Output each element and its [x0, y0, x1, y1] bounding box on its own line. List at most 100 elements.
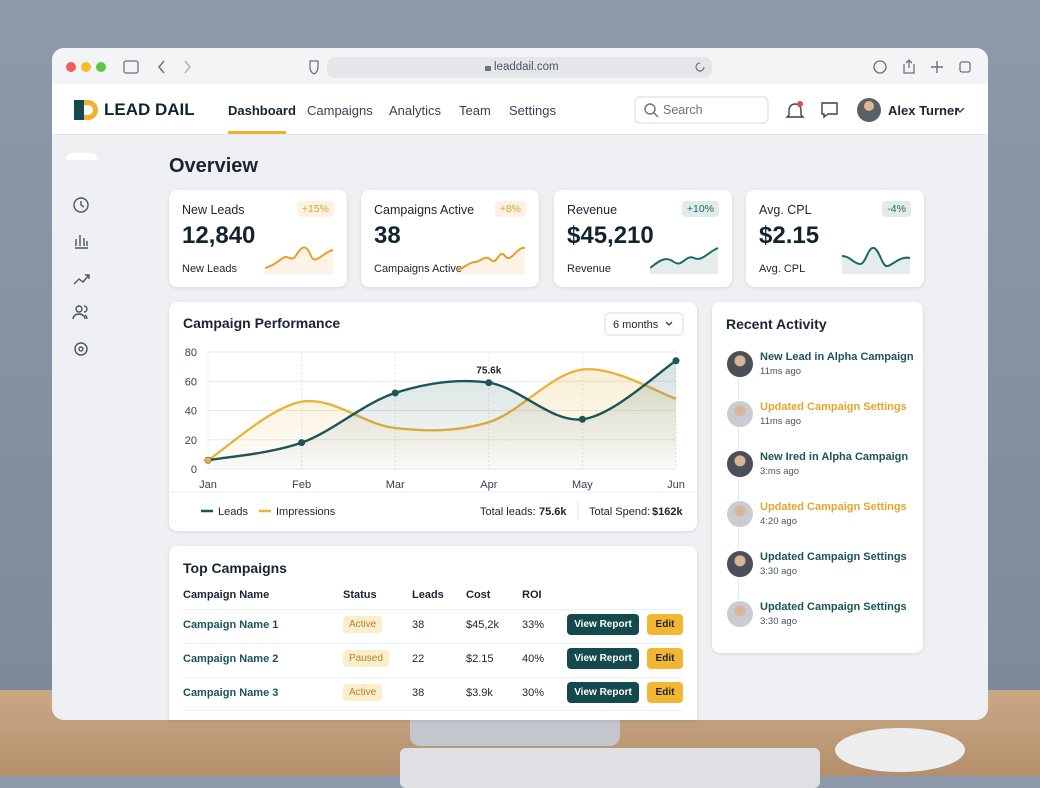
forward-button[interactable]: [184, 60, 191, 74]
trends-icon[interactable]: [73, 274, 90, 285]
series-area: [208, 360, 676, 469]
kpi-label: Revenue: [567, 203, 618, 217]
new-tab-button[interactable]: [931, 61, 943, 73]
activity-text[interactable]: Updated Campaign Settings: [760, 401, 907, 413]
kpi-change: +8%: [494, 201, 526, 217]
activity-text[interactable]: New Lead in Alpha Campaign: [760, 351, 914, 363]
search-box[interactable]: [634, 96, 769, 124]
lock-icon: [485, 66, 491, 71]
url-text: leaddail.com: [494, 61, 559, 73]
status-pill: Active: [343, 684, 383, 701]
reports-icon[interactable]: [75, 235, 88, 249]
user-name[interactable]: Alex Turner: [888, 103, 960, 118]
x-tick-label: Feb: [292, 479, 311, 491]
table-cell: $2.15: [466, 653, 494, 665]
total-label: Total Spend:: [589, 506, 650, 518]
period-select[interactable]: [604, 312, 684, 336]
table-header: ROI: [522, 589, 542, 601]
view-report-button[interactable]: View Report: [567, 648, 639, 669]
activity-avatar: [726, 600, 754, 628]
edit-button[interactable]: Edit: [647, 614, 683, 635]
status-pill: Paused: [343, 650, 389, 667]
back-button[interactable]: [158, 60, 165, 74]
activity-text[interactable]: Updated Campaign Settings: [760, 501, 907, 513]
team-icon[interactable]: [75, 305, 83, 313]
table-title: Top Campaigns: [183, 560, 287, 576]
nav-item[interactable]: Analytics: [389, 103, 442, 118]
kpi-caption: Revenue: [567, 263, 612, 275]
activity-text[interactable]: Updated Campaign Settings: [760, 551, 907, 563]
sparkline: [650, 247, 719, 274]
campaign-name[interactable]: Campaign Name 2: [183, 653, 279, 665]
annotation: 75.6k: [476, 366, 501, 377]
total-value: $162k: [652, 506, 683, 518]
activity-avatar: [726, 550, 754, 578]
y-tick-label: 80: [185, 347, 197, 359]
table-header: Cost: [466, 589, 491, 601]
download-button[interactable]: [873, 60, 887, 74]
monitor-stand: [410, 716, 620, 746]
reload-button[interactable]: [695, 62, 705, 72]
data-point: [672, 357, 680, 365]
performance-chart: Campaign Performance 6 months 0 20 40 60 80 Jan…: [169, 312, 697, 520]
x-tick-label: Jan: [199, 479, 217, 491]
campaign-name[interactable]: Campaign Name 1: [183, 619, 279, 631]
activity-text[interactable]: Updated Campaign Settings: [760, 601, 907, 613]
y-tick-label: 40: [185, 406, 197, 418]
kpi-value: 12,840: [182, 222, 256, 249]
mouse: [835, 728, 965, 772]
zoom-button[interactable]: [96, 62, 106, 72]
row-divider: [183, 710, 683, 711]
edit-button[interactable]: Edit: [647, 648, 683, 669]
edit-button[interactable]: Edit: [647, 682, 683, 703]
sidebar: [72, 197, 90, 356]
total-value: 75.6k: [539, 506, 567, 518]
data-point: [485, 379, 493, 387]
logo-mark: [74, 100, 84, 120]
page-title: Overview: [169, 155, 258, 177]
sparkline: [265, 246, 334, 274]
share-button[interactable]: [903, 59, 915, 74]
y-tick-label: 0: [191, 464, 197, 476]
search-placeholder: Search: [663, 103, 703, 117]
sparkline-line: [457, 246, 526, 271]
activity-time: 3:30 ago: [760, 566, 797, 577]
settings-icon[interactable]: [74, 342, 88, 356]
history-icon[interactable]: [73, 197, 89, 213]
nav-item[interactable]: Team: [459, 103, 491, 118]
kpi-value: 38: [374, 222, 401, 249]
row-divider: [183, 643, 683, 644]
keyboard: [400, 748, 820, 788]
activity-avatar: [726, 350, 754, 378]
view-report-button[interactable]: View Report: [567, 614, 639, 635]
url-bar[interactable]: [327, 57, 712, 78]
status-pill: Active: [343, 616, 383, 633]
close-button[interactable]: [66, 62, 76, 72]
user-menu-chevron[interactable]: [955, 107, 965, 113]
kpi-change: +15%: [296, 201, 334, 217]
table-header: Status: [343, 589, 377, 601]
campaign-name[interactable]: Campaign Name 3: [183, 687, 279, 699]
chrome-icons: [66, 57, 971, 160]
shield-icon: [309, 60, 319, 75]
tabs-button[interactable]: [959, 61, 971, 73]
nav-item[interactable]: Campaigns: [307, 103, 373, 118]
minimize-button[interactable]: [81, 62, 91, 72]
y-tick-label: 60: [185, 376, 197, 388]
sparkline-area: [842, 247, 910, 274]
view-report-button[interactable]: View Report: [567, 682, 639, 703]
messages-button[interactable]: [821, 102, 838, 119]
sidebar-toggle[interactable]: [123, 60, 139, 74]
activity-text[interactable]: New Ired in Alpha Campaign: [760, 451, 909, 463]
kpi-card: [361, 190, 539, 287]
kpi-caption: Avg. CPL: [759, 263, 806, 275]
sparkline: [457, 246, 526, 274]
legend-label: Impressions: [276, 506, 336, 518]
kpi-label: Avg. CPL: [759, 203, 812, 217]
period-select-chevron: [665, 321, 673, 326]
nav-item[interactable]: Settings: [509, 103, 556, 118]
nav-item[interactable]: Dashboard: [228, 103, 296, 118]
kpi-card: [554, 190, 732, 287]
kpi-change: +10%: [681, 201, 719, 217]
table-cell: 22: [412, 653, 425, 665]
